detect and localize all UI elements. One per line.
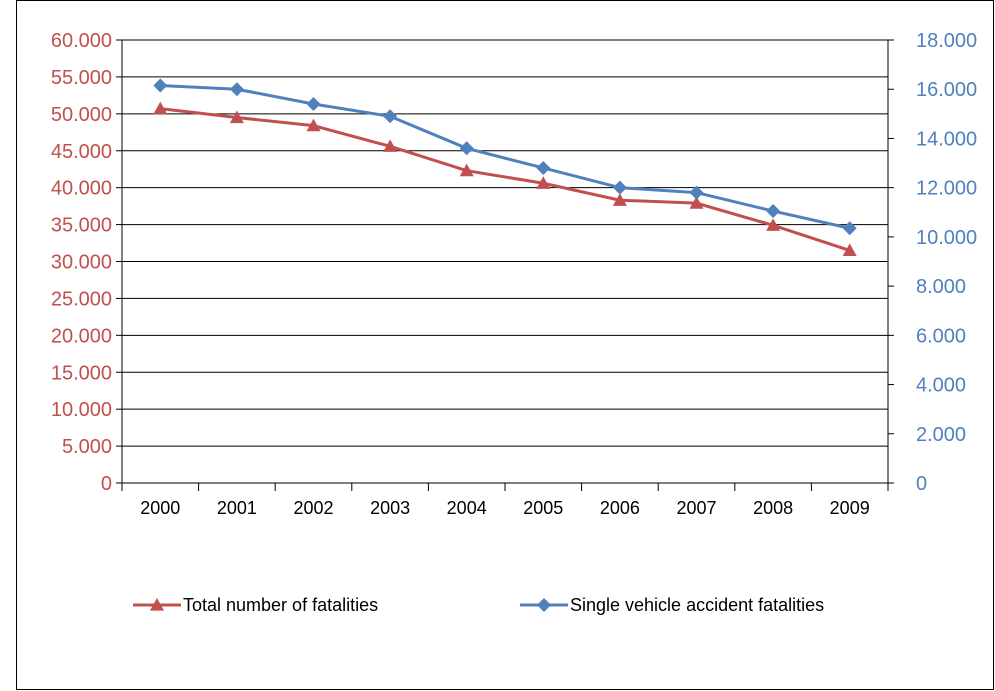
x-tick-label: 2006 [600,498,640,518]
x-tick-label: 2009 [830,498,870,518]
left-tick-label: 50.000 [51,104,112,126]
x-tick-label: 2005 [523,498,563,518]
legend-label: Single vehicle accident fatalities [570,595,824,615]
x-tick-label: 2008 [753,498,793,518]
chart-frame [16,0,994,690]
right-tick-label: 6.000 [916,325,966,347]
data-point-triangle [153,101,168,115]
data-point-diamond [536,160,551,175]
left-tick-label: 10.000 [51,399,112,421]
right-tick-label: 10.000 [916,227,977,249]
right-tick-label: 0 [916,473,927,495]
x-tick-label: 2001 [217,498,257,518]
data-point-triangle [536,176,551,189]
data-point-diamond [383,109,398,124]
data-point-triangle [689,196,704,209]
left-tick-label: 0 [101,473,112,495]
left-tick-label: 25.000 [51,288,112,310]
data-point-diamond [612,180,627,195]
left-tick-label: 40.000 [51,178,112,200]
x-tick-label: 2007 [676,498,716,518]
data-point-triangle [459,163,474,177]
left-tick-label: 55.000 [51,67,112,89]
left-tick-label: 15.000 [51,362,112,384]
left-tick-label: 30.000 [51,252,112,274]
data-point-diamond [153,78,168,93]
left-tick-label: 45.000 [51,141,112,163]
data-point-triangle [842,243,857,257]
x-tick-label: 2000 [140,498,180,518]
data-point-diamond [459,141,474,156]
data-point-triangle [383,139,398,152]
data-point-triangle [612,193,627,206]
left-tick-label: 35.000 [51,215,112,237]
data-point-diamond [229,82,244,97]
right-tick-label: 14.000 [916,128,977,150]
data-point-triangle [306,118,321,132]
right-tick-label: 18.000 [916,30,977,52]
legend-marker-triangle [150,598,164,611]
right-tick-label: 2.000 [916,424,966,446]
right-tick-label: 8.000 [916,276,966,298]
x-tick-label: 2004 [447,498,487,518]
data-point-diamond [689,185,704,200]
x-tick-label: 2002 [293,498,333,518]
data-point-triangle [229,110,244,124]
left-tick-label: 60.000 [51,30,112,52]
right-tick-label: 16.000 [916,79,977,101]
data-point-diamond [306,96,321,111]
data-point-diamond [766,204,781,219]
legend-label: Total number of fatalities [183,595,378,615]
data-point-diamond [842,221,857,236]
legend-marker-diamond [537,598,551,612]
right-tick-label: 4.000 [916,375,966,397]
data-point-triangle [766,218,781,231]
right-tick-label: 12.000 [916,178,977,200]
x-tick-label: 2003 [370,498,410,518]
series-line [160,84,851,230]
left-tick-label: 20.000 [51,325,112,347]
series-line [160,107,851,252]
left-tick-label: 5.000 [62,436,112,458]
